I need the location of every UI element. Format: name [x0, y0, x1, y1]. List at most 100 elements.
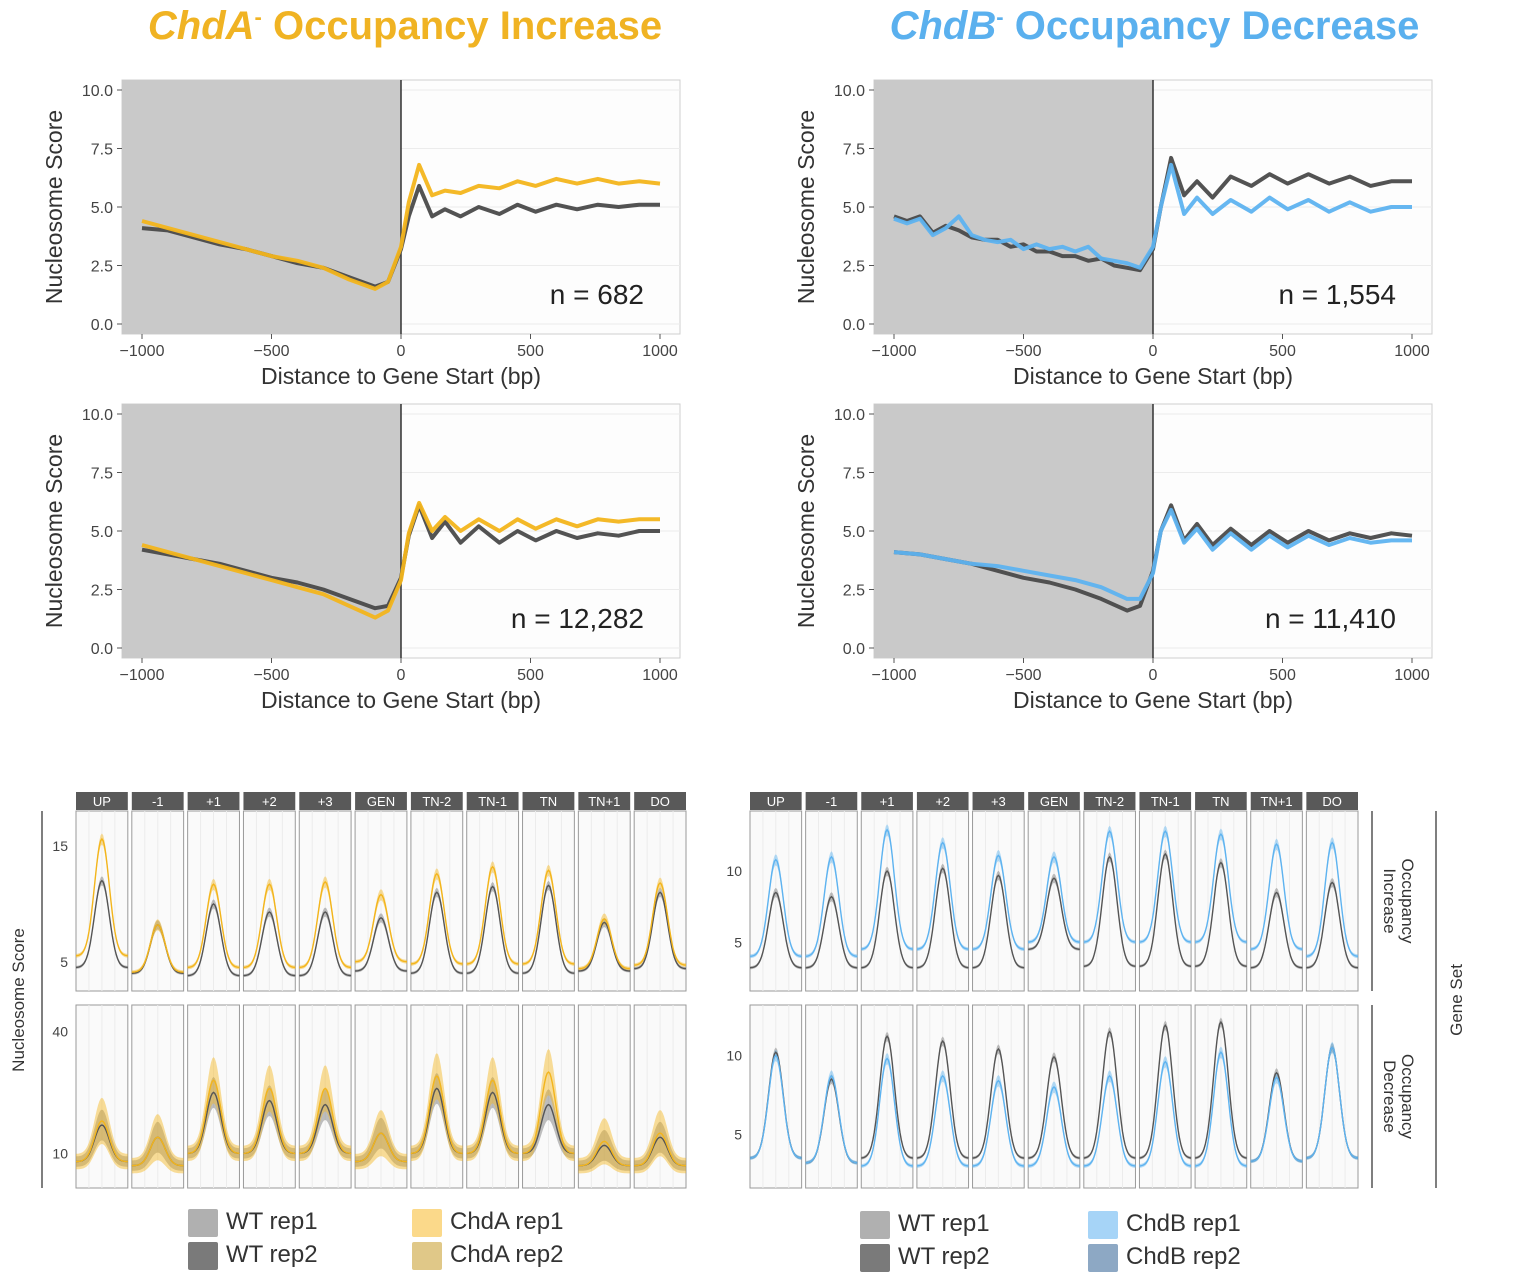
mutant-peak-line [749, 1054, 802, 1159]
facet-strip-label: TN+1 [588, 794, 620, 809]
y-tick-label: 10.0 [834, 83, 865, 100]
y-tick-label: 7.5 [843, 466, 865, 483]
x-tick-label: 1000 [642, 343, 678, 360]
facet-y-tick-label: 5 [60, 954, 68, 970]
legend-swatch [188, 1208, 218, 1237]
facet-strip [634, 792, 686, 810]
facet-strip [187, 792, 240, 810]
wt-peak-line [1139, 1024, 1192, 1159]
x-tick-label: 1000 [1394, 343, 1430, 360]
facet-strip-label: TN [540, 794, 557, 809]
mutant-peak-line [131, 1136, 184, 1167]
x-tick-label: −500 [253, 667, 289, 684]
facet-strip-label: GEN [1040, 794, 1068, 809]
facet-y-tick-label: 10 [52, 1146, 68, 1162]
x-tick-label: −500 [1005, 343, 1041, 360]
mutant-peak-line [861, 1057, 914, 1167]
mutant-peak-line [916, 841, 969, 950]
wt-peak-line [1028, 1055, 1080, 1159]
facet-strip-label: +1 [880, 794, 895, 809]
title-chdb-gene: ChdB [889, 4, 997, 48]
wt-peak-line [410, 891, 463, 974]
wt-peak-line [243, 911, 296, 977]
facet-strip-label: TN [1212, 794, 1229, 809]
facet-strip [750, 792, 802, 810]
mutant-peak-line [805, 855, 858, 957]
mutant-peak-line [1083, 830, 1136, 943]
legend-item: ChdA rep1 [412, 1207, 563, 1237]
mutant-peak-line [410, 872, 463, 965]
facet-strip [243, 792, 296, 810]
y-tick-label: 7.5 [843, 142, 865, 159]
wt-peak-line [1139, 852, 1192, 967]
facet-strip-label: GEN [367, 794, 395, 809]
y-axis-label: Nucleosome Score [793, 110, 819, 304]
wt-peak-line [972, 874, 1025, 969]
mutant-peak-line [1083, 1074, 1136, 1167]
mutant-peak-line [1028, 855, 1080, 943]
facet-strip [916, 792, 969, 810]
n-annotation: n = 11,410 [1265, 603, 1396, 634]
legend-item: ChdB rep1 [1088, 1209, 1241, 1239]
wt-peak-line [805, 895, 858, 969]
y-axis-label: Nucleosome Score [793, 434, 819, 628]
x-tick-label: 0 [397, 343, 406, 360]
y-tick-label: 0.0 [843, 641, 865, 658]
facet-strip [299, 792, 352, 810]
mutant-peak-line [75, 1120, 128, 1163]
x-tick-label: −1000 [872, 667, 917, 684]
title-chda-gene: ChdA [147, 4, 255, 48]
x-axis-label: Distance to Gene Start (bp) [261, 687, 541, 713]
mutant-band [522, 1049, 575, 1162]
row-label-line1: Occupancy [1398, 1054, 1417, 1140]
facet-y-tick-label: 15 [52, 838, 68, 854]
mutant-peak-line [805, 1074, 858, 1164]
facet-strip [861, 792, 913, 810]
facet-y-tick-label: 10 [726, 1047, 742, 1063]
mutant-peak-line [634, 882, 687, 966]
series-line-wt [893, 155, 1412, 273]
facet-strip-label: +3 [991, 794, 1006, 809]
facet-chart-a: UP -1 +1 +2 +3 GEN TN-2 TN-1 TN TN+1 DO 5 15 10 40 Nucl… [9, 792, 687, 1189]
wt-peak-line [578, 921, 631, 972]
wt-band [522, 1089, 575, 1159]
promoter-shading [874, 404, 1153, 658]
y-tick-label: 2.5 [91, 259, 113, 276]
wt-peak-line [355, 916, 407, 972]
mutant-peak-line [299, 1087, 352, 1155]
wt-peak-line [916, 867, 969, 969]
facet-strip-label: +2 [935, 794, 950, 809]
facet-strip [1250, 792, 1303, 810]
mutant-peak-line [1306, 841, 1359, 957]
legend-label: ChdA rep1 [450, 1208, 564, 1235]
wt-peak-line [466, 885, 519, 974]
x-axis-label: Distance to Gene Start (bp) [261, 363, 541, 389]
wt-peak-line [522, 1103, 575, 1155]
facet-strip-label: +1 [206, 794, 221, 809]
profile-chart-b-top: 0.0 2.5 5.0 7.5 10.0 −1000 −500 0 500 1000 n = 1,5… [793, 79, 1433, 389]
mutant-peak-line [466, 1079, 519, 1155]
mutant-peak-line [749, 858, 802, 957]
row-label-line2: Decrease [1380, 1060, 1399, 1133]
mutant-peak-line [1028, 1086, 1080, 1167]
wt-peak-line [187, 902, 240, 977]
facet-strip-label: TN-2 [422, 794, 451, 809]
x-tick-label: 0 [1149, 343, 1158, 360]
wt-peak-line [916, 1039, 969, 1159]
y-axis-label: Nucleosome Score [41, 434, 67, 628]
x-tick-label: 1000 [642, 667, 678, 684]
series-line-chdb [893, 162, 1412, 270]
x-tick-label: 1000 [1394, 667, 1430, 684]
legend-label: ChdB rep1 [1126, 1210, 1241, 1237]
y-tick-label: 0.0 [843, 317, 865, 334]
x-tick-label: −500 [253, 343, 289, 360]
mutant-peak-line [1195, 1051, 1247, 1167]
y-tick-label: 2.5 [91, 583, 113, 600]
legend-swatch [860, 1210, 890, 1239]
facet-strip-label: +2 [262, 794, 277, 809]
facet-strip-label: -1 [826, 794, 838, 809]
facet-strip-label: UP [93, 794, 111, 809]
x-tick-label: 0 [1149, 667, 1158, 684]
wt-peak-line [1194, 1020, 1247, 1159]
mutant-peak-line [1194, 832, 1247, 943]
